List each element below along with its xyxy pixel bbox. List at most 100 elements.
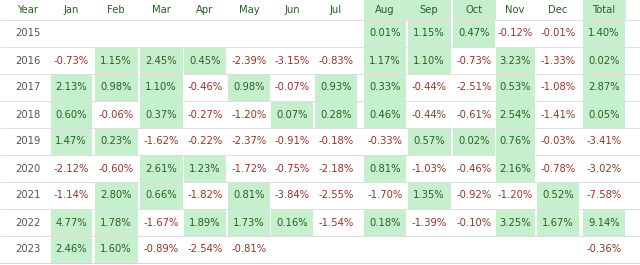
Bar (95, 210, 138, 236)
Text: -1.67%: -1.67% (143, 218, 179, 227)
Text: 1.78%: 1.78% (100, 218, 132, 227)
Bar (537, 183, 579, 209)
Bar (271, 101, 313, 127)
Text: -1.54%: -1.54% (318, 218, 354, 227)
Bar (228, 210, 270, 236)
Text: 0.53%: 0.53% (499, 82, 531, 92)
Text: -0.36%: -0.36% (586, 245, 621, 254)
Text: 2.16%: 2.16% (499, 164, 531, 174)
Text: -0.75%: -0.75% (275, 164, 310, 174)
Text: -0.22%: -0.22% (188, 136, 223, 147)
Text: 2.45%: 2.45% (145, 55, 177, 65)
Text: 1.15%: 1.15% (100, 55, 132, 65)
Text: 0.52%: 0.52% (542, 191, 574, 201)
Text: 0.05%: 0.05% (588, 109, 620, 120)
Text: Sep: Sep (420, 5, 438, 15)
Text: Jul: Jul (330, 5, 342, 15)
Text: 0.66%: 0.66% (145, 191, 177, 201)
Text: 2020: 2020 (15, 164, 40, 174)
Text: 1.10%: 1.10% (413, 55, 445, 65)
Bar (495, 129, 534, 154)
Text: 0.47%: 0.47% (458, 29, 490, 38)
Text: 2022: 2022 (15, 218, 41, 227)
Text: Year: Year (17, 5, 38, 15)
Text: -0.18%: -0.18% (319, 136, 353, 147)
Text: 0.28%: 0.28% (320, 109, 352, 120)
Bar (184, 210, 226, 236)
Text: 2019: 2019 (15, 136, 41, 147)
Bar (408, 20, 451, 46)
Text: -2.51%: -2.51% (456, 82, 492, 92)
Text: 0.93%: 0.93% (320, 82, 352, 92)
Text: -1.62%: -1.62% (143, 136, 179, 147)
Text: -7.58%: -7.58% (586, 191, 621, 201)
Text: -0.83%: -0.83% (319, 55, 353, 65)
Text: Mar: Mar (152, 5, 170, 15)
Text: 2021: 2021 (15, 191, 41, 201)
Text: 0.23%: 0.23% (100, 136, 132, 147)
Bar (95, 183, 138, 209)
Text: -2.54%: -2.54% (188, 245, 223, 254)
Text: 3.25%: 3.25% (499, 218, 531, 227)
Text: 2.54%: 2.54% (499, 109, 531, 120)
Text: Apr: Apr (196, 5, 214, 15)
Text: 0.01%: 0.01% (369, 29, 401, 38)
Text: 1.15%: 1.15% (413, 29, 445, 38)
Text: 2.87%: 2.87% (588, 82, 620, 92)
Text: -0.27%: -0.27% (188, 109, 223, 120)
Bar (51, 74, 92, 100)
Text: 2.80%: 2.80% (100, 191, 132, 201)
Text: -0.73%: -0.73% (456, 55, 492, 65)
Bar (583, 47, 625, 73)
Text: 1.23%: 1.23% (189, 164, 221, 174)
Bar (582, 0, 625, 20)
Text: -0.46%: -0.46% (188, 82, 223, 92)
Text: 0.98%: 0.98% (233, 82, 265, 92)
Bar (583, 20, 625, 46)
Text: -0.91%: -0.91% (275, 136, 310, 147)
Bar (95, 129, 138, 154)
Text: -0.81%: -0.81% (232, 245, 267, 254)
Text: -0.10%: -0.10% (456, 218, 492, 227)
Bar (95, 47, 138, 73)
Text: 2018: 2018 (15, 109, 40, 120)
Text: -2.18%: -2.18% (318, 164, 354, 174)
Text: 0.46%: 0.46% (369, 109, 401, 120)
Bar (51, 236, 92, 263)
Bar (364, 210, 406, 236)
Text: 0.60%: 0.60% (55, 109, 87, 120)
Text: -1.08%: -1.08% (540, 82, 575, 92)
Text: Jan: Jan (63, 5, 79, 15)
Bar (51, 101, 92, 127)
Text: 1.47%: 1.47% (55, 136, 87, 147)
Text: -1.72%: -1.72% (231, 164, 267, 174)
Text: 2.46%: 2.46% (55, 245, 87, 254)
Bar (140, 74, 182, 100)
Bar (51, 129, 92, 154)
Text: -0.01%: -0.01% (540, 29, 575, 38)
Bar (408, 47, 451, 73)
Text: -3.15%: -3.15% (275, 55, 310, 65)
Text: 0.45%: 0.45% (189, 55, 221, 65)
Bar (364, 47, 406, 73)
Text: -0.03%: -0.03% (541, 136, 575, 147)
Text: -0.07%: -0.07% (275, 82, 310, 92)
Bar (140, 183, 182, 209)
Text: -0.78%: -0.78% (540, 164, 575, 174)
Bar (453, 129, 495, 154)
Bar (364, 74, 406, 100)
Text: -1.33%: -1.33% (540, 55, 575, 65)
Text: -0.92%: -0.92% (456, 191, 492, 201)
Bar (315, 74, 357, 100)
Text: 3.23%: 3.23% (499, 55, 531, 65)
Text: 9.14%: 9.14% (588, 218, 620, 227)
Bar (140, 101, 182, 127)
Text: Total: Total (593, 5, 616, 15)
Text: 0.16%: 0.16% (276, 218, 308, 227)
Text: -3.41%: -3.41% (586, 136, 621, 147)
Bar (228, 183, 270, 209)
Text: -2.12%: -2.12% (53, 164, 89, 174)
Text: 2015: 2015 (15, 29, 41, 38)
Text: 0.81%: 0.81% (369, 164, 401, 174)
Bar (140, 47, 182, 73)
